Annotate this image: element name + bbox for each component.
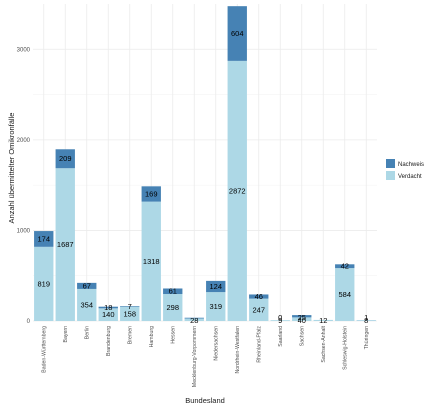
label-verdacht-hessen: 298 xyxy=(166,303,179,312)
label-verdacht-mecklenburg-vorpommern: 28 xyxy=(190,316,198,325)
label-layer: 8191741687209354671401815871318169298612… xyxy=(37,29,368,325)
x-tick-label-hamburg: Hamburg xyxy=(149,326,155,347)
bar-verdacht-berlin xyxy=(77,288,97,321)
legend-label-nachweis: Nachweis xyxy=(398,162,424,168)
x-tick-label-sachsen: Sachsen xyxy=(300,326,306,346)
label-verdacht-berlin: 354 xyxy=(80,300,93,309)
label-verdacht-bremen: 158 xyxy=(123,309,136,318)
bar-nachweis-bayern xyxy=(55,149,75,169)
bar-nachweis-niedersachsen xyxy=(206,280,226,293)
grid-layer xyxy=(33,4,377,322)
y-tick-label: 0 xyxy=(27,319,31,325)
label-verdacht-rheinland-pfalz: 247 xyxy=(252,305,265,314)
label-verdacht-saarland: 9 xyxy=(278,316,282,325)
label-verdacht-sachsen: 40 xyxy=(298,316,306,325)
bar-nachweis-hessen xyxy=(163,288,183,295)
y-tick-label: 3000 xyxy=(17,47,31,53)
x-tick-label-saarland: Saarland xyxy=(278,326,284,347)
legend: Nachweis Verdacht xyxy=(386,159,424,180)
x-tick-label-sachsen-anhalt: Sachsen-Anhalt xyxy=(321,325,327,362)
bar-verdacht-bayern xyxy=(55,168,75,321)
x-tick-label-thuringen: Thüringen xyxy=(364,326,370,349)
bar-verdacht-bremen xyxy=(120,306,140,321)
x-axis-title: Bundesland xyxy=(185,396,225,405)
x-tick-label-schleswig-holstein: Schleswig-Holstein xyxy=(343,326,349,370)
bar-verdacht-baden-wurttemberg xyxy=(34,246,54,321)
legend-label-verdacht: Verdacht xyxy=(398,174,422,180)
x-tick-label-brandenburg: Brandenburg xyxy=(106,326,112,356)
bar-verdacht-mecklenburg-vorpommern xyxy=(184,318,204,321)
y-tick-label: 1000 xyxy=(17,228,31,234)
bar-nachweis-baden-wurttemberg xyxy=(34,231,54,247)
x-tick-label-nordrhein-westfalen: Nordrhein-Westfalen xyxy=(235,326,241,374)
x-tick-label-niedersachsen: Niedersachsen xyxy=(214,326,220,361)
x-tick-label-rheinland-pfalz: Rheinland-Pfalz xyxy=(257,326,263,363)
bar-verdacht-hamburg xyxy=(141,201,161,321)
x-tick-label-berlin: Berlin xyxy=(85,326,91,339)
bar-nachweis-mecklenburg-vorpommern xyxy=(184,317,204,319)
label-nachweis-schleswig-holstein: 42 xyxy=(341,262,349,271)
y-tick-label: 2000 xyxy=(17,138,31,144)
bar-verdacht-nordrhein-westfalen xyxy=(227,60,247,322)
bar-verdacht-hessen xyxy=(163,294,183,321)
bar-nachweis-bremen xyxy=(120,306,140,307)
label-nachweis-hessen: 61 xyxy=(169,287,177,296)
x-tick-label-hessen: Hessen xyxy=(171,326,177,344)
label-nachweis-baden-wurttemberg: 174 xyxy=(37,234,50,243)
label-nachweis-hamburg: 169 xyxy=(145,189,158,198)
bar-nachweis-nordrhein-westfalen xyxy=(227,6,247,61)
legend-swatch-verdacht xyxy=(386,171,395,180)
bar-verdacht-schleswig-holstein xyxy=(335,268,355,321)
label-nachweis-rheinland-pfalz: 46 xyxy=(255,292,263,301)
label-nachweis-thuringen: 1 xyxy=(364,313,368,322)
label-verdacht-thuringen: 8 xyxy=(364,316,368,325)
bar-verdacht-thuringen xyxy=(356,320,376,321)
label-verdacht-bayern: 1687 xyxy=(57,240,74,249)
label-nachweis-saarland: 0 xyxy=(278,313,282,322)
bar-verdacht-brandenburg xyxy=(98,308,118,321)
label-verdacht-brandenburg: 140 xyxy=(102,310,115,319)
legend-swatch-nachweis xyxy=(386,159,395,168)
bar-nachweis-rheinland-pfalz xyxy=(249,294,269,299)
bar-verdacht-sachsen xyxy=(292,317,312,321)
x-tick-label-bayern: Bayern xyxy=(63,326,69,343)
bar-verdacht-niedersachsen xyxy=(206,292,226,321)
bar-verdacht-sachsen-anhalt xyxy=(313,319,333,321)
label-verdacht-schleswig-holstein: 584 xyxy=(338,290,351,299)
label-nachweis-niedersachsen: 124 xyxy=(209,282,222,291)
bar-nachweis-sachsen xyxy=(292,315,312,318)
bar-nachweis-berlin xyxy=(77,282,97,289)
label-verdacht-nordrhein-westfalen: 2872 xyxy=(229,186,246,195)
x-tick-label-mecklenburg-vorpommern: Mecklenburg-Vorpommern xyxy=(192,326,198,387)
label-nachweis-bayern: 209 xyxy=(59,154,72,163)
x-tick-label-baden-wurttemberg: Baden-Württemberg xyxy=(42,326,48,373)
y-tick-labels: 0 1000 2000 3000 xyxy=(17,47,31,325)
label-nachweis-nordrhein-westfalen: 604 xyxy=(231,29,244,38)
label-verdacht-hamburg: 1318 xyxy=(143,257,160,266)
bar-verdacht-saarland xyxy=(270,320,290,321)
label-nachweis-brandenburg: 18 xyxy=(104,303,112,312)
label-nachweis-berlin: 67 xyxy=(83,281,91,290)
label-verdacht-sachsen-anhalt: 12 xyxy=(319,316,327,325)
bar-nachweis-brandenburg xyxy=(98,306,118,309)
bar-layer xyxy=(34,6,376,322)
bar-nachweis-hamburg xyxy=(141,186,161,202)
x-tick-labels: Baden-Württemberg Bayern Berlin Brandenburg… xyxy=(42,325,370,387)
label-verdacht-baden-wurttemberg: 819 xyxy=(37,279,50,288)
bar-nachweis-schleswig-holstein xyxy=(335,264,355,269)
label-nachweis-bremen: 7 xyxy=(128,302,132,311)
bar-verdacht-rheinland-pfalz xyxy=(249,298,269,321)
y-axis-title: Anzahl übermittelter Omikronfälle xyxy=(7,113,16,224)
x-tick-label-bremen: Bremen xyxy=(128,326,134,344)
label-nachweis-sachsen: 25 xyxy=(298,313,306,322)
label-verdacht-niedersachsen: 319 xyxy=(209,302,222,311)
